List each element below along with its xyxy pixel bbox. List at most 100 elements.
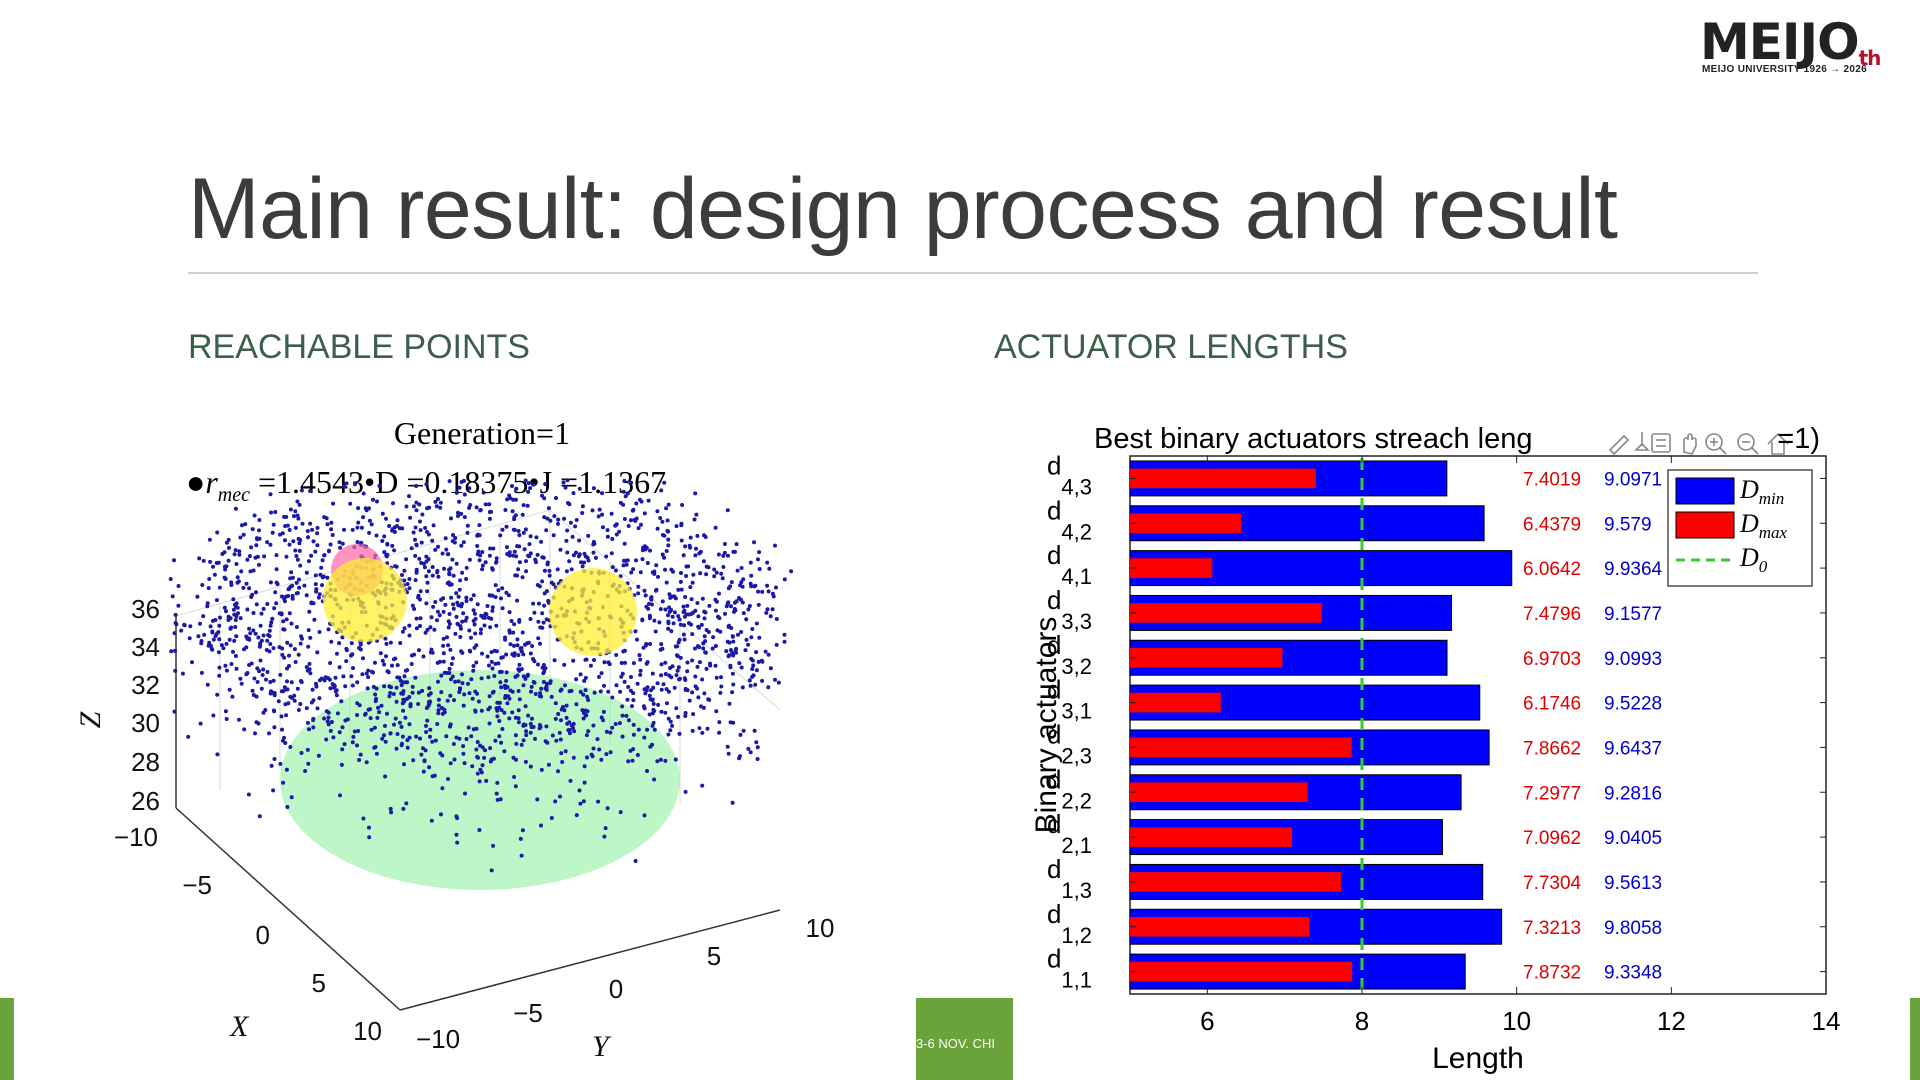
- point: [447, 571, 452, 576]
- point: [464, 577, 469, 581]
- point: [642, 735, 647, 740]
- point: [685, 669, 690, 674]
- point: [367, 530, 372, 535]
- point: [273, 590, 278, 595]
- point: [298, 538, 303, 543]
- point: [532, 680, 537, 685]
- point: [540, 555, 545, 560]
- zoom-out-icon[interactable]: [1737, 433, 1759, 455]
- point: [219, 643, 224, 648]
- point: [487, 553, 492, 558]
- point: [217, 585, 222, 590]
- point: [247, 554, 252, 559]
- point: [270, 530, 275, 535]
- hand-icon[interactable]: [1683, 433, 1697, 455]
- point: [432, 627, 437, 632]
- point: [442, 710, 447, 715]
- point: [751, 663, 756, 668]
- point: [666, 626, 671, 631]
- point: [516, 653, 521, 658]
- point: [441, 643, 446, 648]
- home-icon[interactable]: [1767, 432, 1789, 455]
- point: [666, 543, 671, 548]
- point: [714, 599, 719, 604]
- point: [545, 562, 550, 567]
- point: [716, 614, 720, 619]
- point: [583, 688, 588, 693]
- zoom-in-icon[interactable]: [1705, 433, 1727, 455]
- point: [571, 658, 576, 663]
- point: [701, 559, 706, 564]
- point: [539, 539, 544, 544]
- brush-icon[interactable]: [1608, 434, 1630, 456]
- point: [517, 662, 522, 667]
- point: [701, 646, 706, 651]
- point: [408, 515, 413, 520]
- point: [413, 553, 418, 558]
- pan-icon[interactable]: [1651, 433, 1671, 453]
- point: [435, 618, 439, 623]
- point: [234, 666, 239, 671]
- point: [528, 486, 533, 491]
- chart-title-tail: =1): [1777, 423, 1820, 455]
- point: [452, 757, 457, 762]
- point: [558, 794, 562, 799]
- point: [505, 545, 509, 550]
- point: [472, 622, 477, 627]
- point: [433, 499, 438, 504]
- x-tick: −10: [114, 822, 158, 852]
- point: [239, 569, 244, 574]
- point: [413, 525, 418, 530]
- point: [669, 594, 674, 599]
- point: [647, 601, 651, 606]
- point: [251, 693, 256, 697]
- point: [257, 528, 261, 533]
- value-label-dmax: 6.0642: [1523, 559, 1581, 580]
- point: [408, 702, 413, 707]
- point: [630, 704, 634, 709]
- point: [558, 547, 563, 552]
- point: [421, 654, 426, 659]
- point: [490, 690, 495, 695]
- point: [675, 653, 679, 658]
- point: [286, 701, 291, 706]
- point: [622, 478, 627, 483]
- point: [556, 712, 561, 716]
- point: [262, 554, 267, 559]
- point: [299, 488, 304, 493]
- point: [571, 755, 576, 760]
- point: [437, 613, 442, 618]
- point: [469, 734, 474, 739]
- point: [274, 553, 279, 558]
- point: [418, 616, 423, 621]
- point: [172, 631, 177, 636]
- point: [515, 637, 520, 642]
- point: [514, 554, 519, 559]
- point: [479, 708, 484, 713]
- point: [559, 751, 564, 756]
- point: [329, 639, 334, 644]
- point: [618, 500, 623, 505]
- point: [690, 728, 695, 733]
- data-tip-icon[interactable]: [1634, 432, 1650, 451]
- point: [582, 764, 587, 769]
- point: [447, 567, 451, 572]
- point: [690, 580, 695, 585]
- meijo-logo: MEIJOth MEIJO UNIVERSITY 1926 → 2026: [1700, 12, 1915, 84]
- point: [668, 719, 673, 724]
- point: [752, 728, 757, 733]
- point: [404, 504, 409, 509]
- point: [480, 567, 485, 572]
- point: [678, 655, 683, 660]
- point: [521, 722, 526, 727]
- point: [503, 508, 508, 512]
- point: [651, 707, 656, 712]
- point: [265, 602, 270, 606]
- point: [237, 552, 242, 557]
- point: [683, 595, 688, 599]
- point: [272, 606, 277, 611]
- point: [776, 680, 781, 685]
- point: [257, 518, 262, 522]
- point: [525, 674, 530, 678]
- point: [179, 628, 184, 633]
